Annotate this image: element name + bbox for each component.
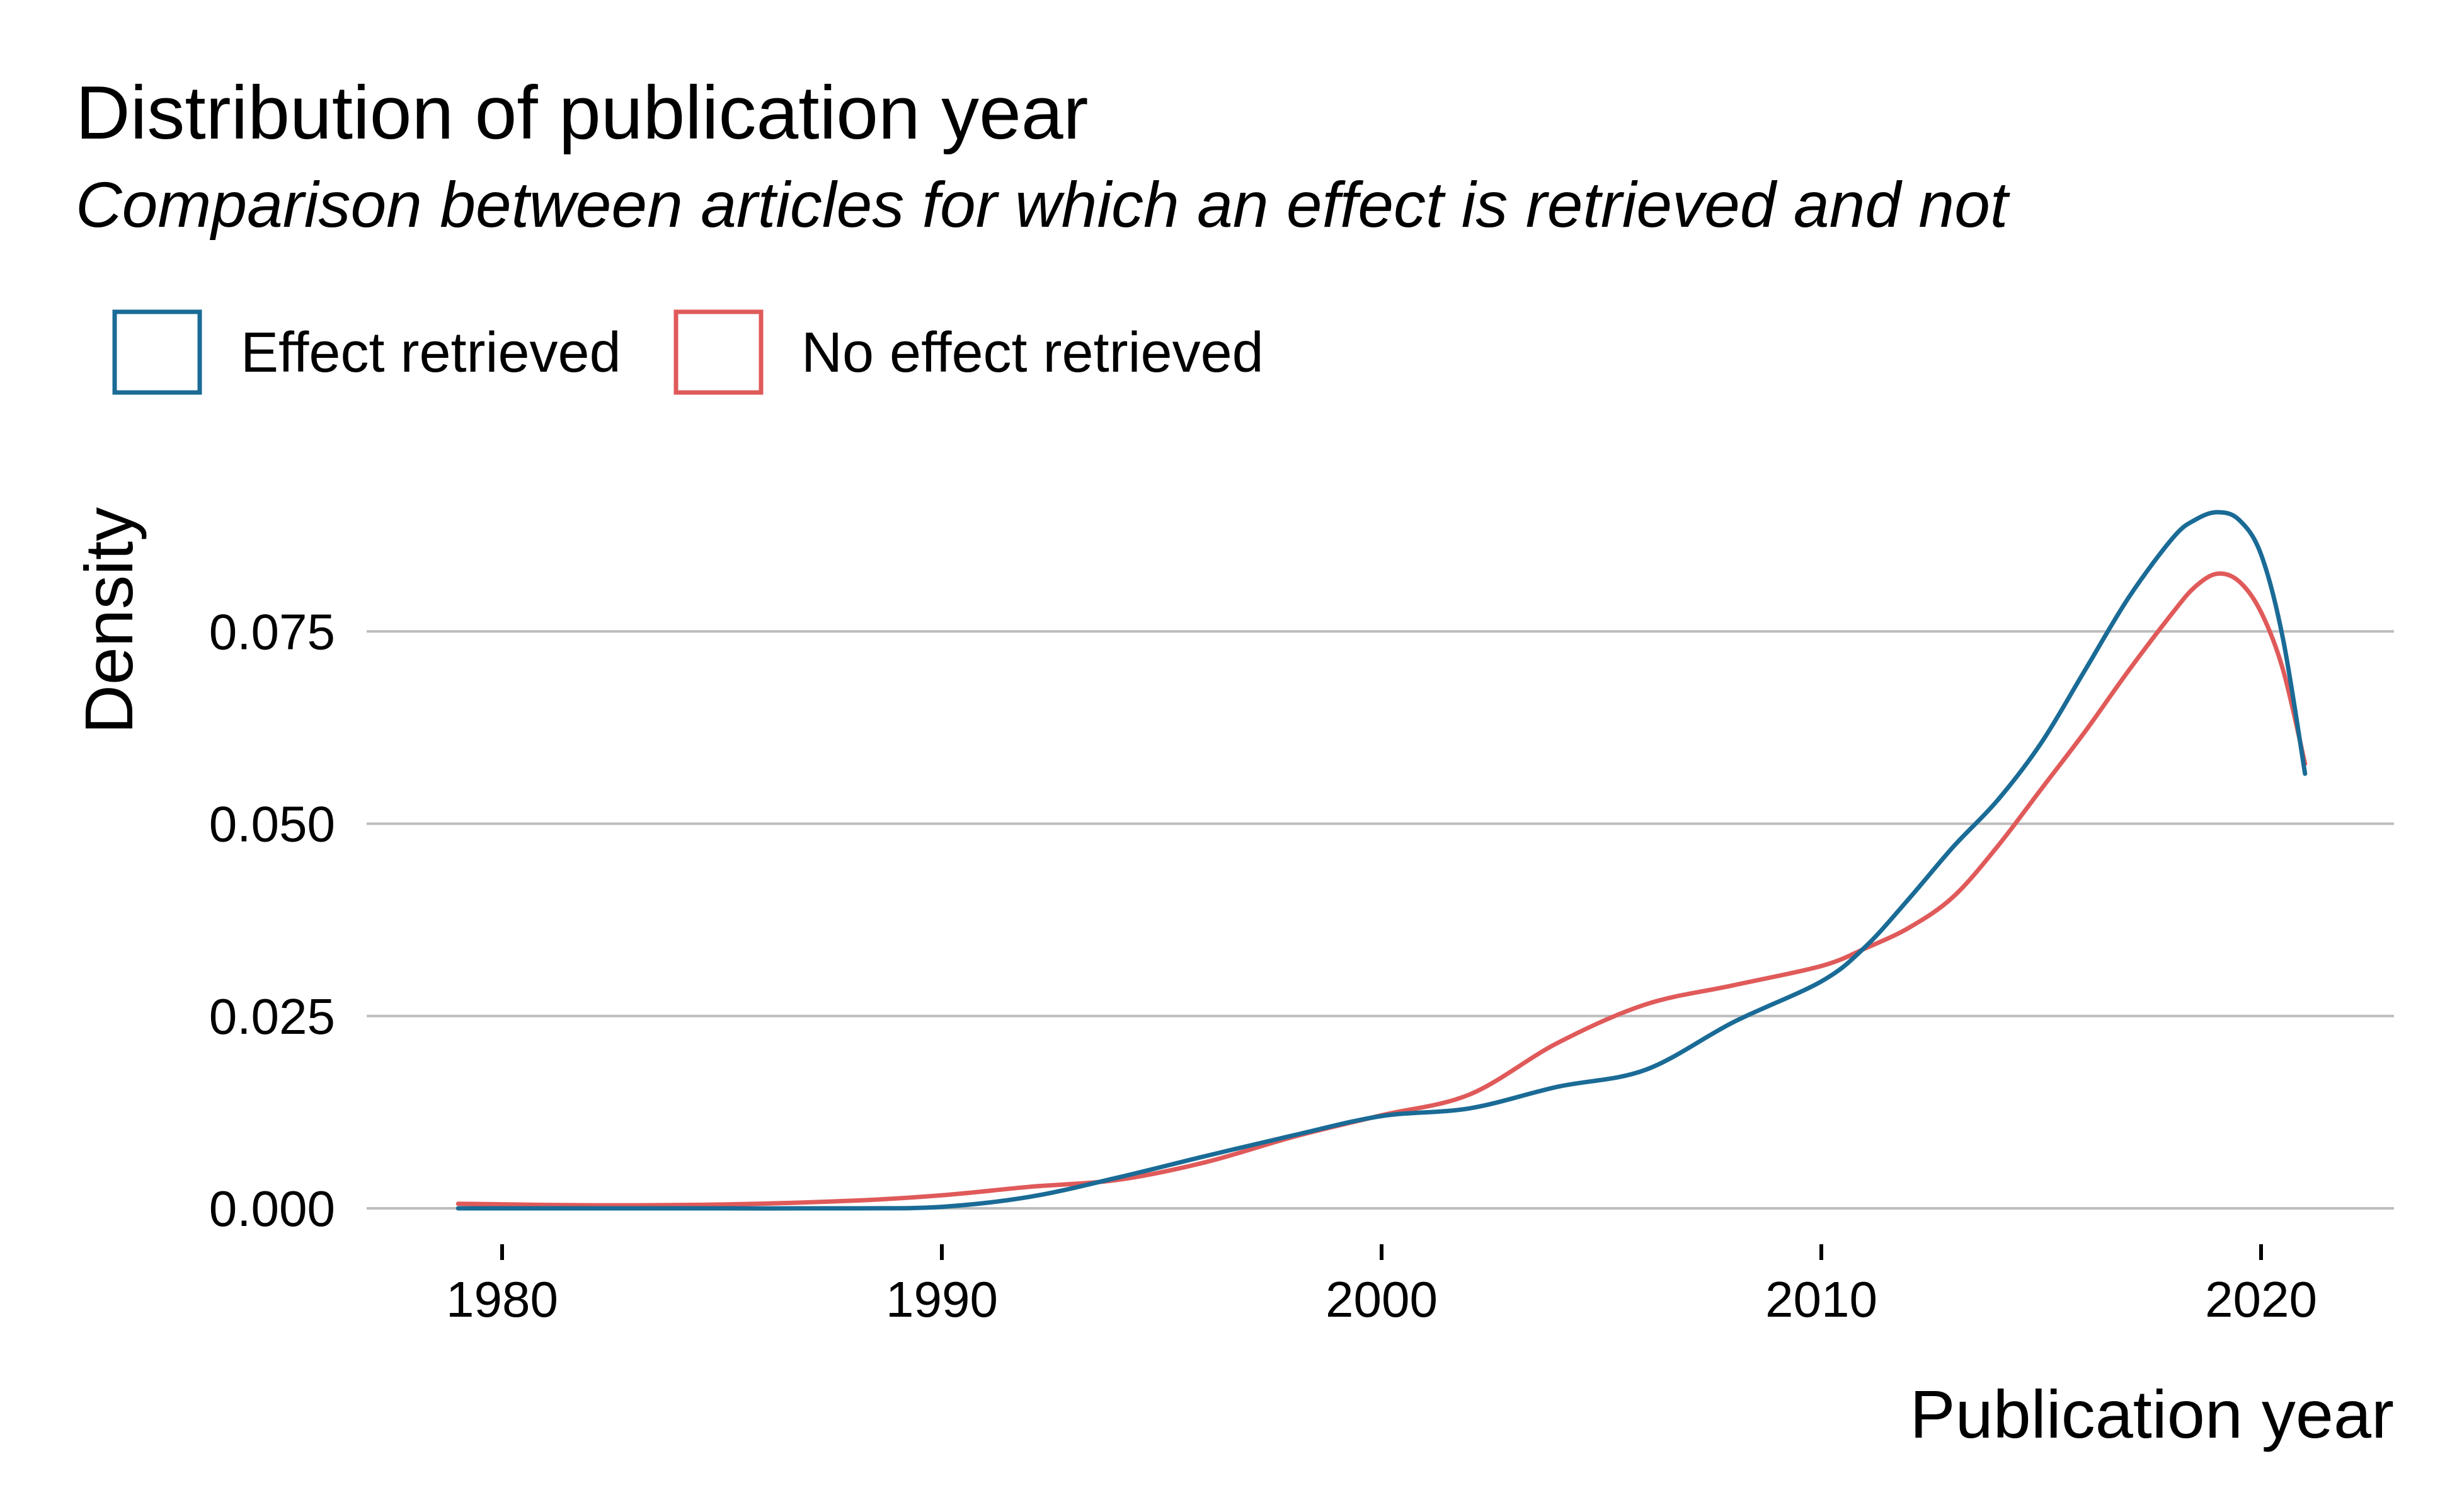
- series-line-no-effect-retrieved: [455, 571, 2308, 1208]
- legend: Effect retrieved No effect retrieved: [112, 309, 1264, 395]
- legend-key-no-effect-retrieved: [673, 309, 764, 395]
- legend-key-effect-retrieved: [112, 309, 202, 395]
- x-tick-label: 2020: [2205, 1271, 2317, 1327]
- x-tick-label: 2000: [1326, 1271, 1438, 1327]
- y-tick-label: 0.025: [209, 988, 335, 1045]
- y-tick-label: 0.050: [209, 796, 335, 852]
- x-tick-label: 1980: [446, 1271, 558, 1327]
- legend-label-no-effect-retrieved: No effect retrieved: [801, 321, 1264, 384]
- legend-label-effect-retrieved: Effect retrieved: [241, 321, 621, 384]
- chart-title: Distribution of publication year: [76, 71, 1089, 155]
- series-line-effect-retrieved: [455, 510, 2308, 1211]
- x-axis-ticks: 1980 1990 2000 2010 2020: [446, 1244, 2317, 1327]
- x-tick-label: 2010: [1765, 1271, 1877, 1327]
- series-lines: [455, 510, 2308, 1211]
- chart-subtitle: Comparison between articles for which an…: [76, 169, 2010, 241]
- x-axis-title: Publication year: [1910, 1376, 2394, 1452]
- gridlines: [367, 630, 2394, 1210]
- y-axis-title: Density: [71, 507, 147, 734]
- y-tick-label: 0.075: [209, 604, 335, 660]
- y-tick-label: 0.000: [209, 1181, 335, 1237]
- y-axis-ticks: 0.000 0.025 0.050 0.075: [209, 604, 335, 1237]
- x-tick-label: 1990: [886, 1271, 998, 1327]
